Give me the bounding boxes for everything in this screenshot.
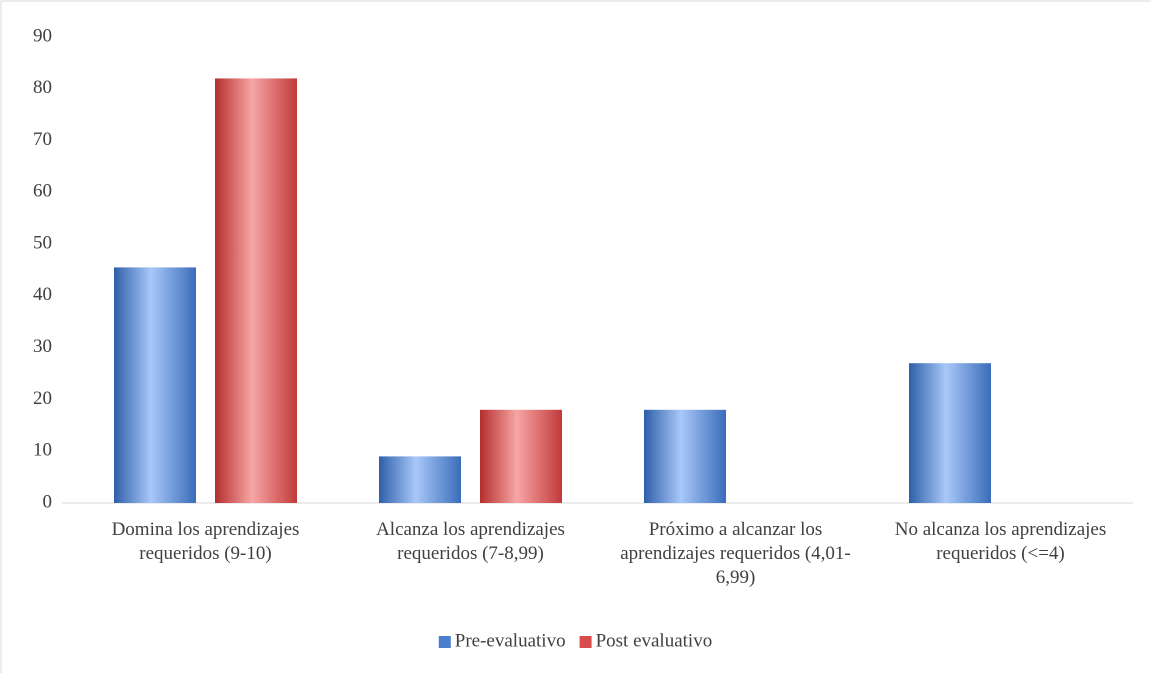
y-tick-label: 10	[33, 440, 52, 461]
legend-swatch	[438, 636, 451, 648]
bar	[644, 409, 726, 503]
bar	[909, 363, 991, 503]
legend-label: Post evaluativo	[596, 630, 713, 651]
y-tick-label: 40	[33, 284, 52, 305]
y-tick-label: 0	[43, 491, 53, 512]
y-tick-label: 60	[33, 181, 52, 202]
x-tick-label: Domina los aprendizajes requeridos (9-10…	[111, 519, 300, 564]
y-tick-label: 90	[33, 25, 52, 46]
legend-label: Pre-evaluativo	[455, 630, 566, 651]
y-tick-label: 80	[33, 77, 52, 98]
x-tick-label: No alcanza los aprendizajes requeridos (…	[894, 519, 1107, 564]
bar	[114, 267, 196, 503]
bar	[480, 409, 562, 503]
x-tick-label: Próximo a alcanzar los aprendizajes requ…	[620, 519, 851, 588]
x-tick-label: Alcanza los aprendizajes requeridos (7-8…	[376, 519, 565, 564]
bar	[215, 78, 297, 503]
y-tick-label: 30	[33, 336, 52, 357]
y-tick-label: 20	[33, 388, 52, 409]
y-tick-label: 50	[33, 232, 52, 253]
bar	[379, 456, 461, 503]
y-tick-label: 70	[33, 129, 52, 150]
legend-swatch	[579, 636, 592, 648]
